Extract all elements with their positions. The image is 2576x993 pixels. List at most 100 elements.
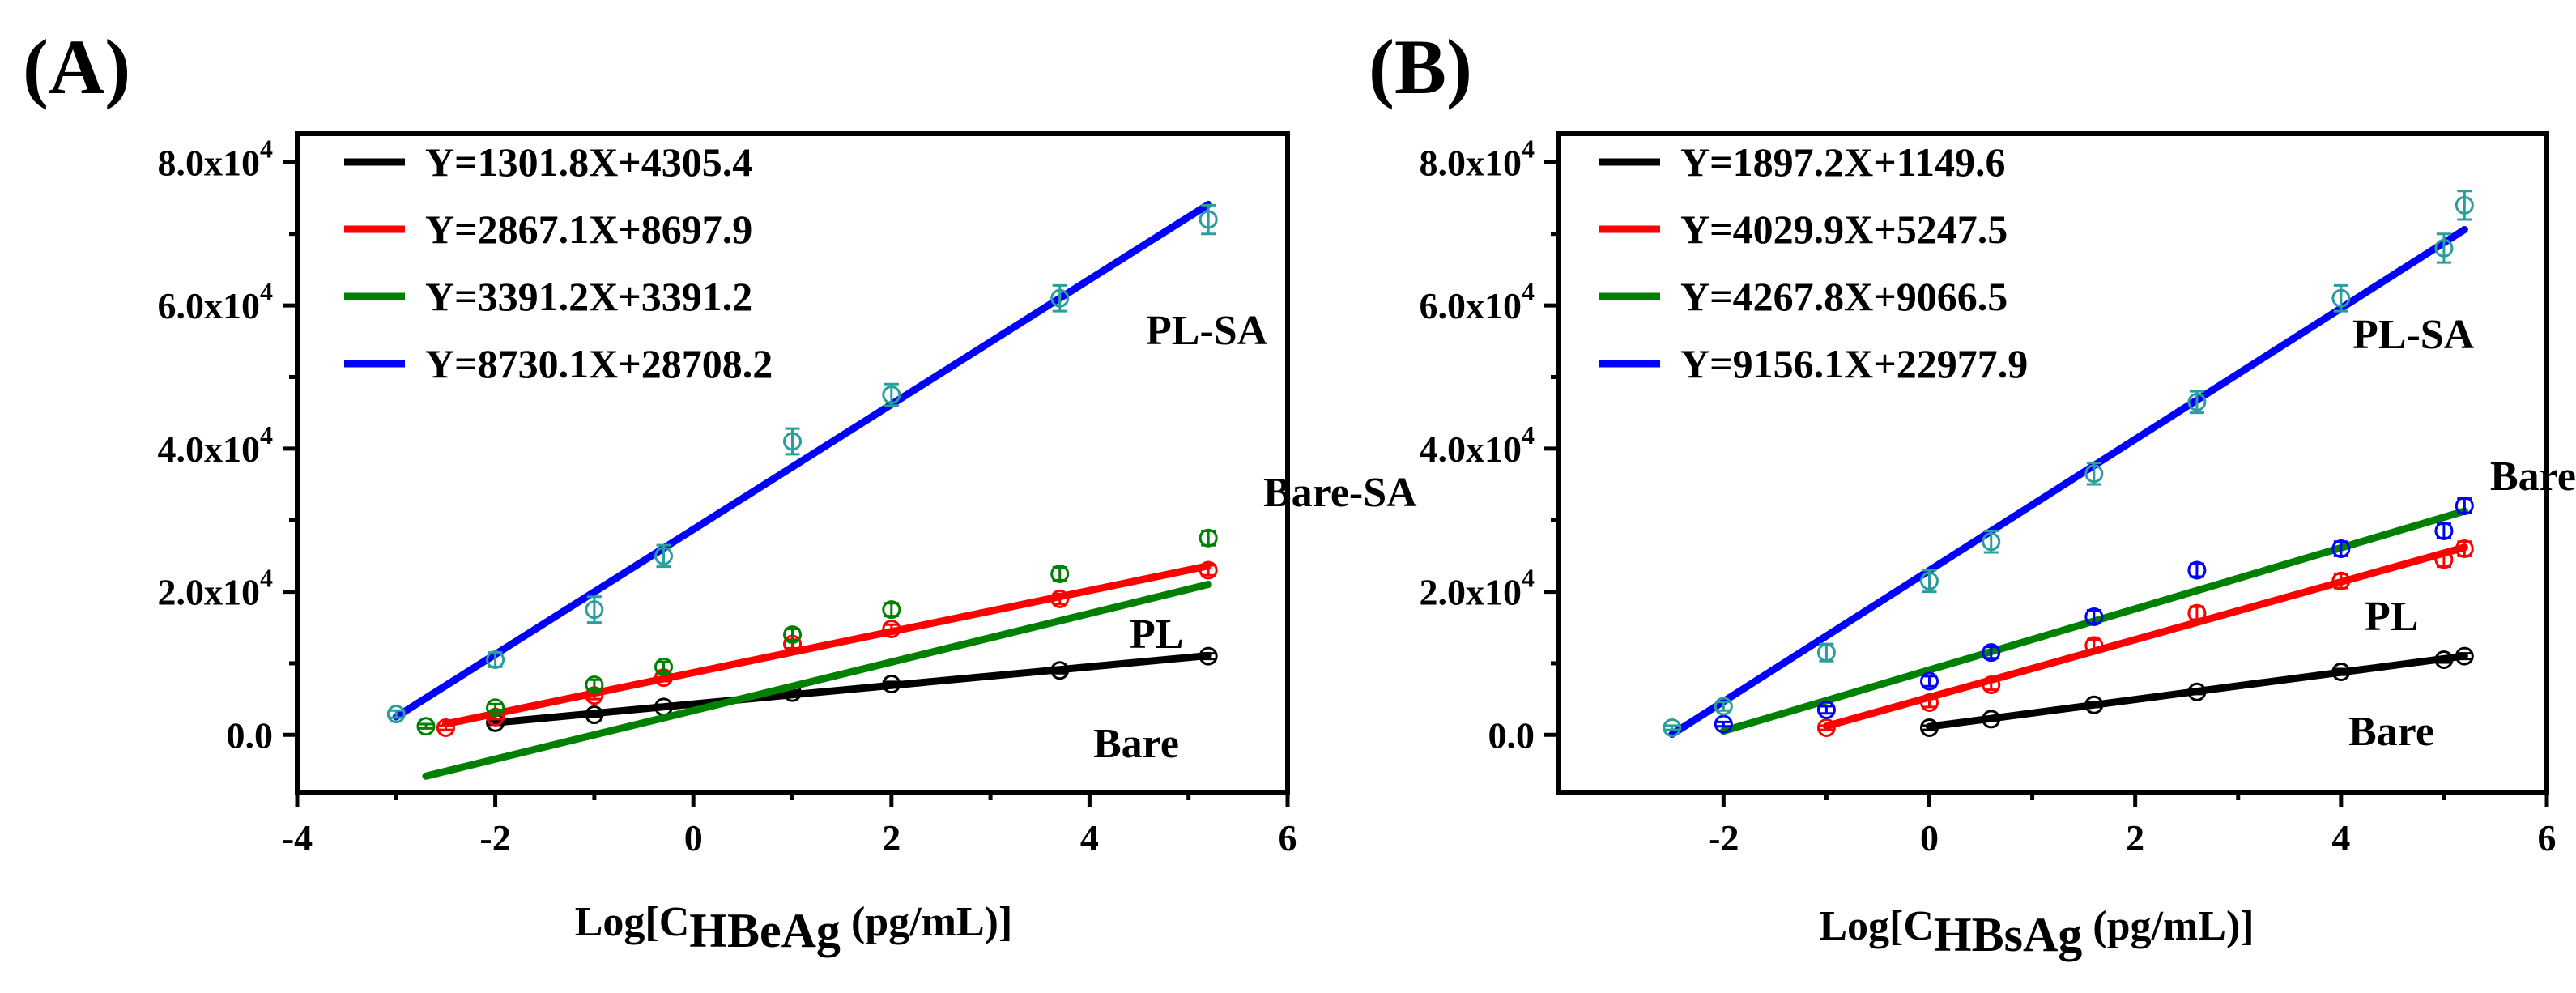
data-point [2434, 650, 2454, 670]
legend-entry: Y=1301.8X+4305.4 [425, 139, 752, 185]
data-point [882, 675, 901, 694]
data-point [1050, 288, 1070, 308]
data-point [2331, 571, 2351, 590]
legend-entry: Y=2867.1X+8697.9 [425, 207, 752, 252]
x-tick-label: 2 [2126, 817, 2144, 859]
series-pl [1816, 539, 2474, 737]
y-tick-label: 2.0x104 [1420, 564, 1535, 613]
series-label-pl-sa: PL-SA [2352, 312, 2475, 358]
data-point [2434, 550, 2454, 569]
data-point [585, 705, 604, 725]
data-point [1920, 671, 1939, 691]
series-bare-sa [1714, 497, 2474, 735]
data-point [2187, 603, 2207, 623]
data-point [654, 657, 674, 676]
y-tick-mantissa: 0.0 [1488, 714, 1535, 756]
data-point [1920, 571, 1939, 590]
data-point [654, 546, 674, 565]
data-point [2331, 288, 2351, 308]
x-axis-title-suffix: (pg/mL)] [2082, 903, 2254, 949]
data-point [783, 432, 802, 451]
data-point [2331, 663, 2351, 682]
data-point [1920, 693, 1939, 713]
plot-frame [1556, 131, 2549, 795]
x-tick-label: 2 [882, 817, 901, 859]
data-point [1050, 564, 1070, 583]
series-label-bare-sa: Bare-SA [1263, 470, 1417, 516]
data-point [1982, 532, 2001, 552]
x-tick-label: 0 [684, 817, 703, 859]
data-point [2084, 607, 2104, 626]
data-point [1050, 661, 1070, 680]
data-point [1199, 528, 1218, 548]
y-tick-exponent: 4 [260, 134, 273, 163]
x-axis-title-subscript: HBsAg [1934, 908, 2082, 961]
x-tick-label: 4 [2331, 817, 2350, 859]
data-point [2187, 392, 2207, 411]
x-axis-title-prefix: Log[C [575, 899, 690, 945]
x-axis-title-prefix: Log[C [1819, 903, 1934, 949]
x-axis-title-subscript: HBeAg [689, 904, 841, 957]
data-point [2187, 560, 2207, 580]
data-point [416, 717, 436, 736]
chart-panel-a: (A)-4 -2 0 2 4 60.02.0x1044.0x1046.0x1048.0x1… [23, 23, 1417, 957]
x-tick-label: -2 [479, 817, 510, 859]
x-axis-title-suffix: (pg/mL)] [841, 899, 1012, 945]
y-tick-label: 6.0x104 [158, 277, 274, 326]
y-tick-label: 0.0 [1488, 714, 1535, 756]
data-point [1199, 560, 1218, 580]
series-bare-sa [416, 528, 1218, 780]
data-point [1816, 700, 1836, 719]
data-point [882, 620, 901, 639]
data-point [1982, 710, 2001, 729]
data-point [1199, 210, 1218, 229]
y-tick-mantissa: 8.0x10 [1420, 142, 1522, 183]
data-point [2084, 695, 2104, 714]
series-label-pl: PL [1130, 612, 1183, 658]
y-tick-exponent: 4 [1522, 277, 1535, 306]
series-label-bare: Bare [2348, 709, 2434, 755]
chart-panel-b: (B)-2 0 2 4 60.02.0x1044.0x1046.0x1048.0x104… [1369, 23, 2576, 961]
data-point [1920, 718, 1939, 737]
series-pl [436, 560, 1218, 737]
data-point [1982, 675, 2001, 694]
data-point [1816, 643, 1836, 663]
panel-label: (B) [1369, 23, 1472, 110]
y-tick-label: 4.0x104 [158, 420, 274, 470]
data-point [1982, 643, 2001, 663]
data-point [882, 386, 901, 405]
x-tick-label: 6 [2538, 817, 2557, 859]
data-point [2455, 646, 2474, 666]
fit-line [492, 651, 1212, 727]
y-tick-label: 8.0x104 [158, 134, 274, 183]
x-tick-label: 4 [1080, 817, 1099, 859]
data-point [1714, 714, 1733, 734]
x-tick-label: -2 [1708, 817, 1739, 859]
y-tick-mantissa: 6.0x10 [1420, 285, 1522, 326]
legend-entry: Y=1897.2X+1149.6 [1680, 139, 2005, 185]
data-point [436, 718, 455, 737]
y-tick-mantissa: 0.0 [227, 714, 274, 756]
data-point [585, 600, 604, 620]
x-axis-title: Log[CHBsAg (pg/mL)] [1819, 903, 2254, 961]
y-tick-exponent: 4 [260, 277, 273, 306]
y-tick-exponent: 4 [1522, 420, 1535, 450]
fit-line [392, 200, 1212, 721]
legend-entry: Y=8730.1X+28708.2 [425, 341, 773, 386]
data-point [2434, 238, 2454, 258]
y-tick-label: 4.0x104 [1420, 420, 1535, 470]
y-tick-label: 6.0x104 [1420, 277, 1535, 326]
data-point [1714, 697, 1733, 716]
data-point [2455, 539, 2474, 559]
data-point [1816, 718, 1836, 737]
series-pl-sa [1663, 190, 2474, 739]
y-tick-mantissa: 6.0x10 [158, 285, 261, 326]
legend-entry: Y=3391.2X+3391.2 [425, 274, 752, 319]
y-tick-mantissa: 4.0x10 [1420, 428, 1522, 470]
data-point [2084, 464, 2104, 484]
data-point [2331, 539, 2351, 559]
series-label-pl: PL [2365, 594, 2418, 640]
series-label-bare-sa: Bare-SA [2490, 454, 2576, 500]
x-tick-label: 6 [1279, 817, 1297, 859]
x-tick-label: 0 [1920, 817, 1939, 859]
